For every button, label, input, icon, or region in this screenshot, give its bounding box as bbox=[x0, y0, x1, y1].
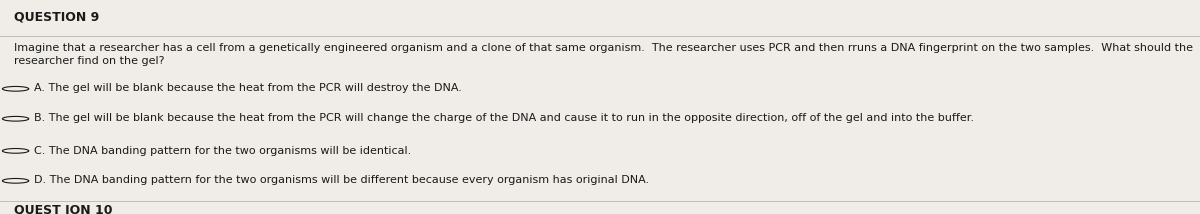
Text: D. The DNA banding pattern for the two organisms will be different because every: D. The DNA banding pattern for the two o… bbox=[34, 175, 649, 186]
Text: B. The gel will be blank because the heat from the PCR will change the charge of: B. The gel will be blank because the hea… bbox=[34, 113, 973, 123]
Text: Imagine that a researcher has a cell from a genetically engineered organism and : Imagine that a researcher has a cell fro… bbox=[14, 43, 1194, 66]
Text: QUESTION 9: QUESTION 9 bbox=[14, 11, 100, 24]
Text: QUEST ION 10: QUEST ION 10 bbox=[14, 203, 113, 214]
Text: C. The DNA banding pattern for the two organisms will be identical.: C. The DNA banding pattern for the two o… bbox=[34, 146, 410, 156]
Text: A. The gel will be blank because the heat from the PCR will destroy the DNA.: A. The gel will be blank because the hea… bbox=[34, 83, 462, 94]
